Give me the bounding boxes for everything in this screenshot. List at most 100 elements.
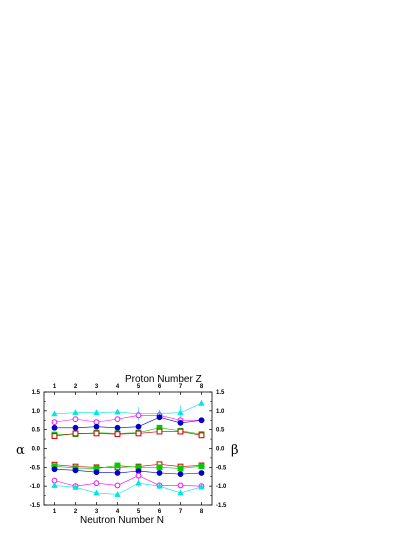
bottom-tick-labels: 1 2 3 4 5 6 7 8 <box>53 509 204 515</box>
series-line <box>54 475 202 487</box>
data-point <box>114 462 121 469</box>
series-line <box>54 415 202 423</box>
y-tick-label-right: 0.5 <box>216 428 225 434</box>
right-axis-title: β <box>231 443 239 458</box>
data-point <box>177 489 184 496</box>
data-point <box>93 469 100 476</box>
top-axis-title: Proton Number Z <box>125 374 202 385</box>
data-point <box>156 428 163 435</box>
plot-frame <box>43 391 213 506</box>
data-point <box>177 428 184 435</box>
x-tick-label: 3 <box>95 509 99 515</box>
x-tick-label: 5 <box>137 509 141 515</box>
y-tick-label-right: -1.5 <box>216 503 227 509</box>
y-tick-label: 1.5 <box>32 390 41 396</box>
x-tick-label-top: 5 <box>137 384 141 390</box>
data-point <box>198 399 205 406</box>
left-axis-title: α <box>16 443 25 458</box>
data-point <box>93 423 100 430</box>
data-point <box>198 470 205 476</box>
y-tick-label: -1.0 <box>30 484 41 490</box>
data-point <box>72 483 79 490</box>
data-point <box>114 424 121 431</box>
data-point <box>177 409 184 416</box>
data-point <box>93 409 100 416</box>
x-tick-label: 4 <box>116 509 120 515</box>
data-point <box>156 464 163 471</box>
x-tick-label: 7 <box>179 509 183 515</box>
data-point <box>72 409 79 416</box>
left-tick-labels: 1.5 1.0 0.5 0.0 -0.5 -1.0 -1.5 <box>30 390 41 509</box>
data-point <box>51 433 58 439</box>
data-point <box>114 416 121 423</box>
data-point <box>198 417 205 424</box>
data-point <box>114 482 121 489</box>
x-tick-label: 1 <box>53 509 57 515</box>
data-point <box>135 412 142 419</box>
data-point <box>177 471 184 478</box>
y-tick-label-right: 0.0 <box>216 447 225 453</box>
data-series <box>51 399 205 497</box>
data-point <box>72 424 79 431</box>
series-7 <box>51 462 205 472</box>
y-tick-label: 0.5 <box>32 428 41 434</box>
y-tick-label-right: 1.0 <box>216 409 225 415</box>
data-point <box>51 481 58 488</box>
series-line <box>54 427 202 435</box>
data-point <box>72 430 79 437</box>
data-point <box>177 482 184 489</box>
x-tick-label-top: 3 <box>95 384 99 390</box>
series-line <box>54 468 202 475</box>
y-tick-label: 1.0 <box>32 409 41 415</box>
data-point <box>198 463 205 470</box>
right-tick-labels: 1.5 1.0 0.5 0.0 -0.5 -1.0 -1.5 <box>216 390 227 509</box>
y-tick-label-right: -1.0 <box>216 484 227 490</box>
data-point <box>72 467 79 474</box>
x-tick-label: 2 <box>74 509 78 515</box>
x-tick-label: 6 <box>158 509 162 515</box>
x-tick-label-top: 4 <box>116 384 120 390</box>
series-line <box>54 431 202 437</box>
x-tick-label-top: 7 <box>179 384 183 390</box>
data-point <box>114 470 121 476</box>
data-point <box>198 432 205 439</box>
data-point <box>93 430 100 437</box>
series-3 <box>51 414 205 431</box>
data-point <box>51 419 58 426</box>
data-point <box>51 466 58 473</box>
data-point <box>135 479 142 486</box>
data-point <box>135 430 142 437</box>
data-point <box>177 419 184 426</box>
data-point <box>135 423 142 430</box>
data-point <box>51 424 58 431</box>
data-point <box>114 408 121 415</box>
data-point <box>156 470 163 476</box>
series-line <box>54 403 202 415</box>
data-point <box>51 410 58 417</box>
data-point <box>177 465 184 472</box>
data-point <box>72 416 79 423</box>
x-tick-label: 8 <box>200 509 204 515</box>
x-tick-label-top: 6 <box>158 384 162 390</box>
data-point <box>114 431 121 438</box>
y-tick-label: -0.5 <box>30 465 41 471</box>
data-point <box>93 480 100 487</box>
data-point <box>93 489 100 496</box>
x-tick-label-top: 8 <box>200 384 204 390</box>
data-point <box>198 483 205 490</box>
axis-tick-marks <box>44 391 212 506</box>
data-point <box>135 472 142 479</box>
data-point <box>156 482 163 489</box>
data-point <box>114 490 121 497</box>
series-line <box>54 464 202 468</box>
data-point <box>156 414 163 421</box>
bottom-axis-title: Neutron Number N <box>80 515 164 526</box>
x-tick-label-top: 2 <box>74 384 78 390</box>
y-tick-label-right: -0.5 <box>216 465 227 471</box>
top-tick-labels: 1 2 3 4 5 6 7 8 <box>53 384 204 390</box>
series-line <box>54 482 202 495</box>
y-tick-label: -1.5 <box>30 503 41 509</box>
series-line <box>54 416 202 429</box>
x-tick-label-top: 1 <box>53 384 57 390</box>
